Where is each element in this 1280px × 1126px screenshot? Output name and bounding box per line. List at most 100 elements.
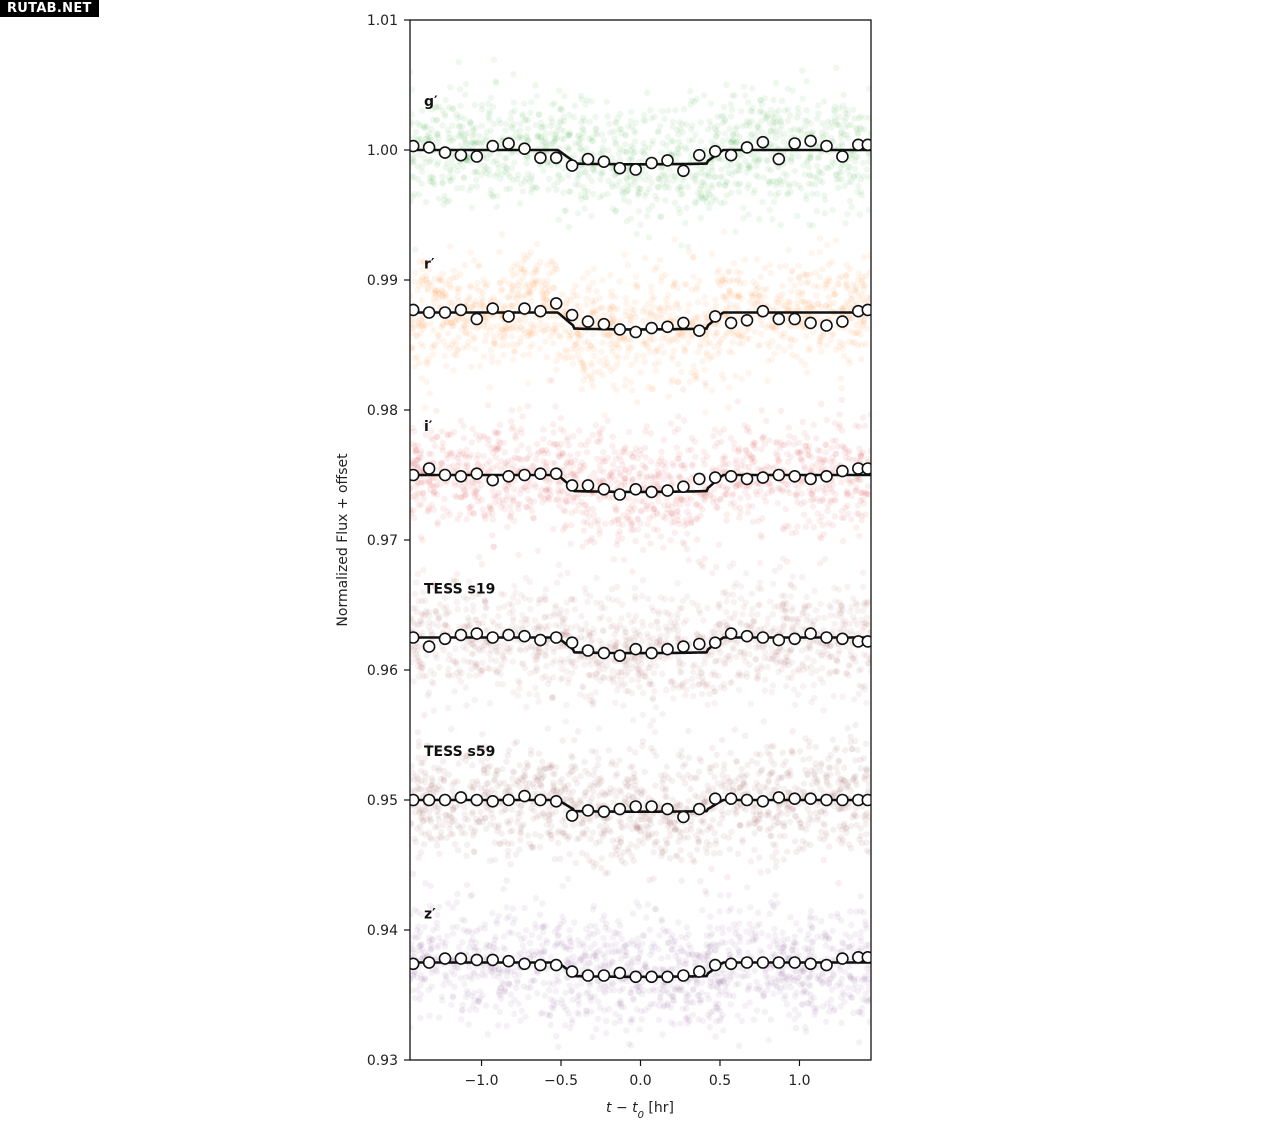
raw-point	[486, 171, 493, 179]
raw-point	[773, 648, 780, 655]
raw-point	[657, 213, 665, 220]
raw-point	[521, 291, 528, 299]
raw-point	[693, 375, 700, 383]
raw-point	[850, 173, 858, 180]
raw-point	[599, 339, 606, 347]
raw-point	[830, 458, 838, 465]
raw-point	[581, 205, 588, 212]
raw-point	[714, 277, 721, 284]
raw-point	[428, 178, 436, 186]
raw-point	[698, 179, 705, 186]
raw-point	[412, 449, 419, 456]
raw-point	[509, 125, 516, 132]
raw-point	[825, 502, 832, 509]
raw-point	[460, 344, 467, 351]
raw-point	[443, 292, 450, 299]
raw-point	[421, 124, 429, 131]
raw-point	[508, 418, 515, 425]
raw-point	[512, 129, 520, 136]
raw-point	[424, 360, 431, 368]
raw-point	[557, 333, 564, 341]
raw-point	[508, 325, 516, 332]
raw-point	[587, 342, 594, 350]
raw-point	[423, 378, 430, 386]
raw-point	[480, 276, 487, 283]
raw-point	[805, 164, 813, 171]
raw-point	[467, 284, 474, 291]
raw-point	[466, 672, 473, 679]
raw-point	[836, 169, 843, 177]
raw-point	[669, 118, 677, 125]
raw-point	[411, 190, 418, 198]
raw-point	[429, 351, 436, 358]
raw-point	[631, 306, 638, 313]
raw-point	[566, 187, 574, 195]
raw-point	[820, 458, 827, 466]
raw-point	[468, 204, 475, 211]
raw-point	[599, 168, 607, 176]
raw-point	[497, 120, 504, 127]
raw-point	[487, 190, 494, 197]
raw-point	[628, 181, 635, 189]
raw-point	[536, 111, 543, 118]
raw-point	[739, 611, 746, 618]
raw-point	[835, 281, 843, 288]
raw-point	[791, 701, 799, 709]
raw-point	[506, 173, 514, 181]
raw-point	[478, 294, 486, 301]
raw-point	[627, 379, 635, 386]
raw-point	[767, 167, 775, 174]
raw-point	[542, 338, 549, 345]
raw-point	[613, 541, 621, 548]
raw-point	[638, 147, 645, 155]
raw-point	[842, 110, 849, 117]
raw-point	[591, 369, 598, 376]
raw-point	[571, 606, 579, 613]
raw-point	[612, 140, 620, 148]
raw-point	[507, 503, 514, 510]
raw-point	[712, 132, 720, 140]
raw-point	[703, 199, 710, 206]
raw-point	[817, 600, 824, 608]
raw-point	[745, 211, 752, 218]
raw-point	[427, 667, 434, 675]
raw-point	[813, 174, 820, 182]
raw-point	[519, 188, 526, 195]
raw-point	[675, 145, 682, 152]
raw-point	[636, 683, 643, 690]
raw-point	[494, 170, 501, 177]
raw-point	[788, 530, 796, 537]
raw-point	[774, 452, 781, 459]
raw-point	[527, 249, 534, 256]
raw-point	[465, 617, 472, 624]
raw-point	[577, 192, 584, 199]
raw-point	[532, 82, 539, 89]
raw-point	[667, 475, 675, 482]
raw-point	[748, 118, 755, 125]
raw-point	[474, 168, 481, 176]
raw-point	[683, 281, 690, 288]
raw-point	[789, 573, 796, 580]
raw-point	[850, 655, 857, 662]
raw-point	[641, 254, 649, 262]
raw-point	[698, 194, 705, 202]
raw-point	[611, 364, 618, 372]
raw-point	[581, 661, 588, 668]
raw-point	[747, 107, 754, 114]
raw-point	[543, 140, 550, 147]
raw-point	[691, 175, 698, 183]
raw-point	[675, 205, 682, 212]
raw-point	[410, 643, 414, 650]
raw-point	[821, 614, 828, 622]
raw-point	[793, 114, 801, 121]
raw-point	[478, 171, 485, 178]
raw-point	[720, 375, 727, 382]
raw-point	[685, 339, 692, 346]
raw-point	[844, 583, 851, 590]
raw-point	[428, 126, 435, 133]
raw-point	[787, 276, 794, 283]
raw-point	[723, 178, 731, 185]
raw-point	[714, 113, 721, 120]
raw-point	[574, 450, 582, 457]
raw-point	[652, 704, 659, 711]
